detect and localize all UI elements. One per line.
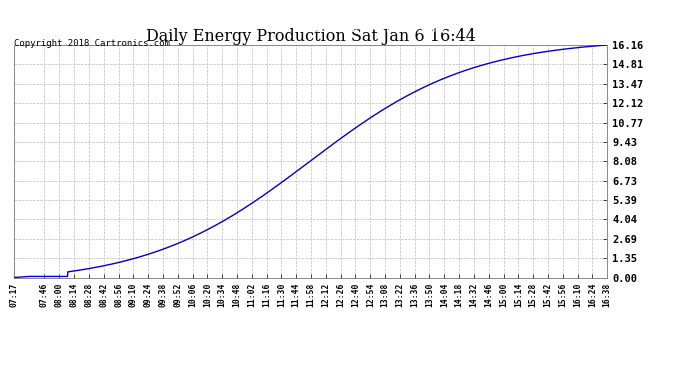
- Text: Power Produced OffPeak  (kWh): Power Produced OffPeak (kWh): [300, 25, 445, 34]
- Text: Power Produced OnPeak  (kWh): Power Produced OnPeak (kWh): [491, 25, 631, 34]
- Title: Daily Energy Production Sat Jan 6 16:44: Daily Energy Production Sat Jan 6 16:44: [146, 28, 475, 45]
- Text: Copyright 2018 Cartronics.com: Copyright 2018 Cartronics.com: [14, 39, 170, 48]
